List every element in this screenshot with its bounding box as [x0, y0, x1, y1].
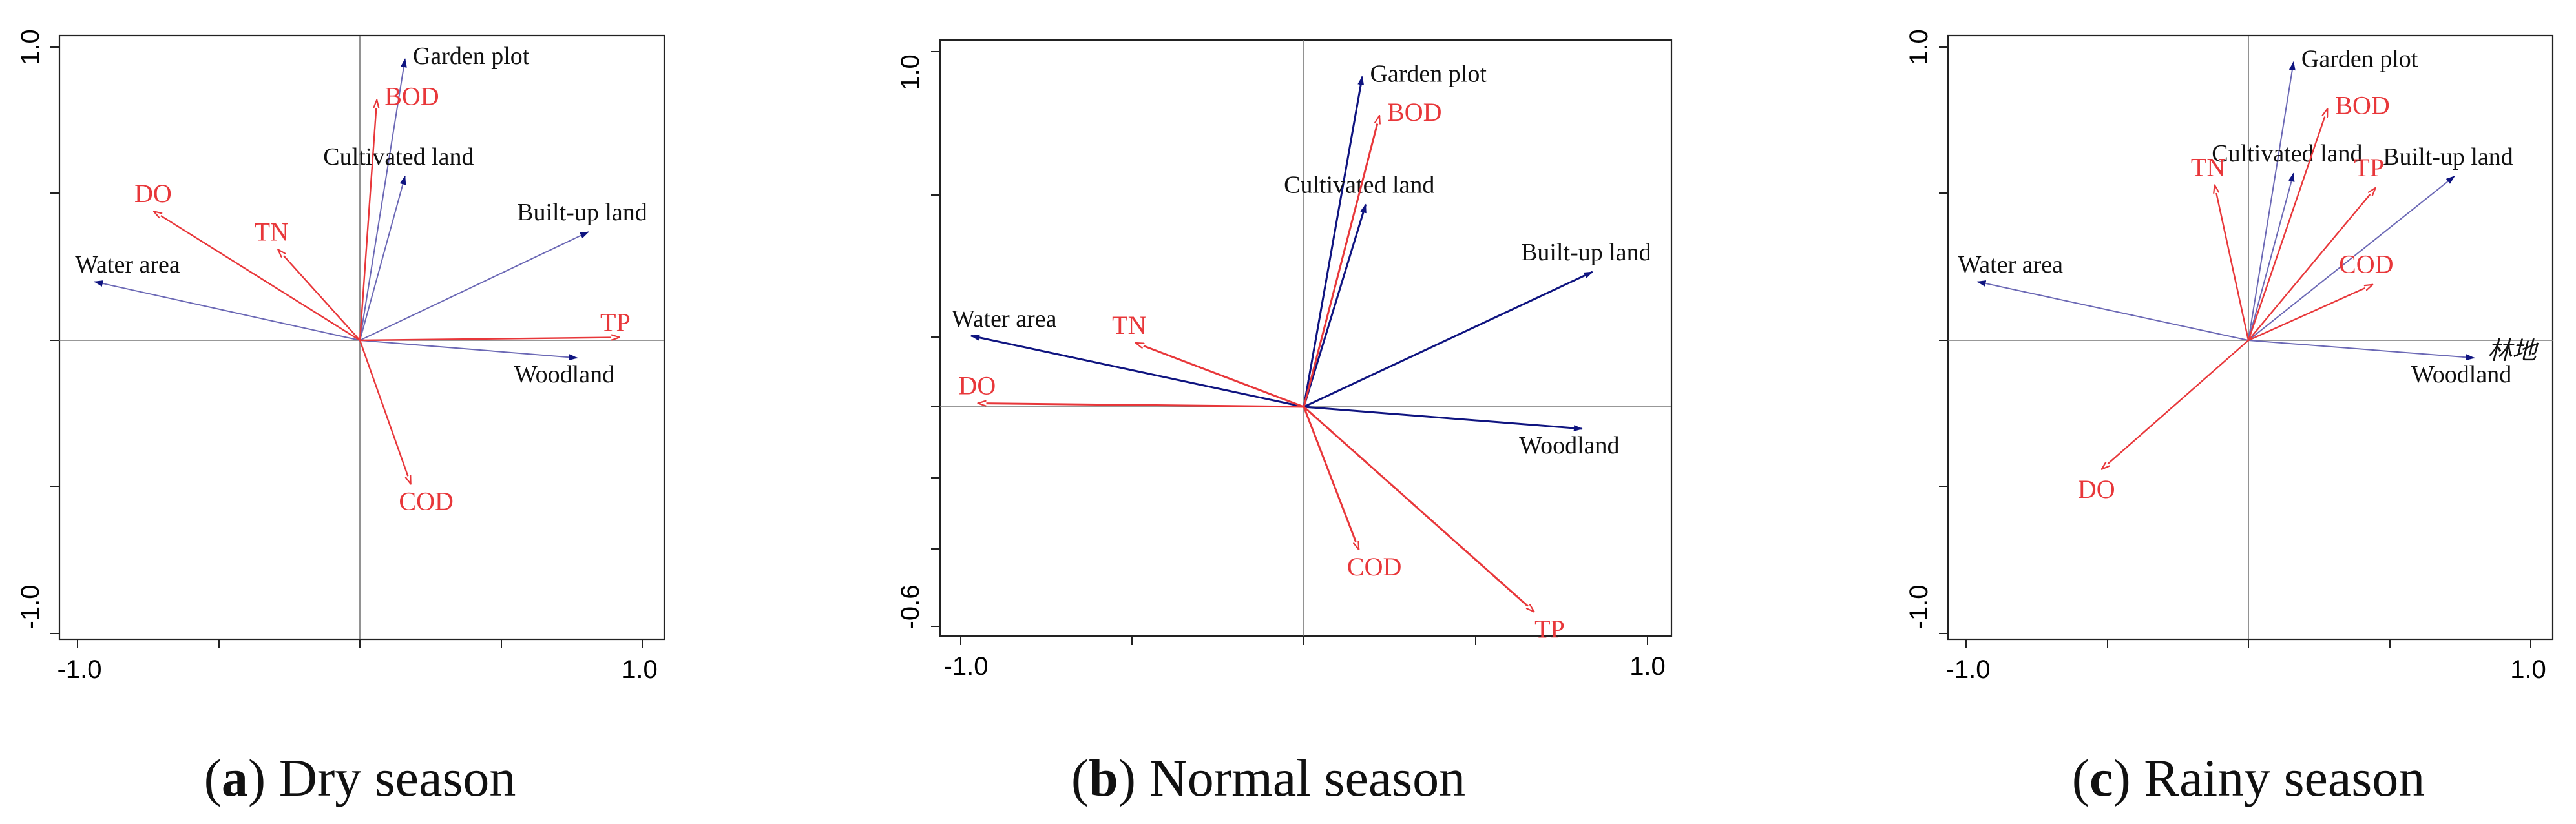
panel-a-vector-tp	[359, 337, 620, 342]
panel-c-label-bod: BOD	[2335, 90, 2389, 119]
panel-c-ticks	[1939, 46, 2531, 648]
panel-b-vector-built-up-land	[1303, 271, 1593, 408]
panel-b-label-bod: BOD	[1387, 98, 1441, 127]
panel-c-vector-garden-plot	[2248, 61, 2296, 341]
panel-a-label-woodland: Woodland	[514, 361, 614, 388]
panel-b-vector-woodland	[1303, 406, 1583, 431]
panel-b-zero-lines	[940, 40, 1671, 636]
panel-b-vector-tp	[1303, 406, 1534, 612]
panel-b-vector-cultivated-land	[1303, 203, 1367, 407]
panel-c-xtick-label-left: -1.0	[1946, 655, 1991, 684]
panel-a-vector-water-area	[94, 280, 361, 341]
panel-c-vector-tn	[2215, 185, 2250, 341]
panel-b-ytick-label-top: 1.0	[896, 54, 925, 90]
panel-a-vector-garden-plot	[359, 58, 407, 341]
panel-b-frame	[939, 39, 1673, 637]
panel-c-label-built-up-land: Built-up land	[2383, 143, 2513, 170]
panel-a-caption-text: Dry season	[279, 748, 516, 807]
panel-c-vector-tp	[2248, 188, 2376, 341]
panel-b-label-do: DO	[959, 371, 996, 400]
panel-b-ticks	[931, 51, 1648, 645]
panel-a-frame	[58, 34, 665, 641]
panel-c-label-water-area: Water area	[1958, 251, 2063, 278]
panel-c-vector-bod	[2247, 108, 2327, 341]
panel-c-vector-woodland	[2248, 340, 2475, 361]
panel-a-label-do: DO	[134, 179, 172, 208]
panel-b-vector-bod	[1303, 116, 1379, 407]
panel-a-vector-do	[154, 211, 361, 342]
panel-a-vector-woodland	[359, 340, 578, 361]
panel-a-ytick-label-bottom: -1.0	[16, 585, 45, 630]
panel-c-ytick-label-bottom: -1.0	[1905, 585, 1933, 630]
panel-a-label-bod: BOD	[384, 82, 439, 111]
panel-b-caption-text: Normal season	[1149, 748, 1466, 807]
panel-c-vector-water-area	[1976, 280, 2249, 341]
panel-a-caption: (a) Dry season	[204, 748, 516, 807]
panel-a-vector-cultivated-land	[359, 175, 406, 341]
panel-a-vector-tn	[278, 249, 361, 341]
panel-b-label-tn: TN	[1112, 311, 1146, 340]
panel-a-ticks	[50, 46, 643, 648]
panel-b-label-woodland: Woodland	[1519, 432, 1619, 459]
panel-b-label-cod: COD	[1347, 552, 1401, 581]
panel-a-vector-cod	[359, 340, 411, 484]
panel-c-vector-cod	[2248, 285, 2372, 342]
panel-a-label-garden-plot: Garden plot	[413, 43, 530, 70]
panel-a-label-cod: COD	[399, 486, 453, 515]
panel-c-label-tp: TP	[2354, 153, 2384, 182]
panel-b-xtick-label-right: 1.0	[1629, 652, 1666, 681]
panel-a-label-cultivated-land: Cultivated land	[323, 143, 474, 170]
panel-b-vector-water-area	[970, 334, 1304, 408]
panel-b-vector-cod	[1303, 406, 1360, 550]
panel-c-extra-label: 林地	[2487, 338, 2539, 365]
panel-a-vector-bod	[359, 100, 377, 341]
panel-c-label-tn: TN	[2191, 152, 2225, 181]
panel-c-vector-cultivated-land	[2248, 172, 2295, 341]
panel-a-label-tn: TN	[255, 217, 289, 246]
panel-b-caption-letter: b	[1089, 748, 1118, 807]
panel-c-ytick-label-top: 1.0	[1905, 29, 1933, 65]
panel-c-label-cod: COD	[2339, 250, 2393, 279]
panel-c-label-do: DO	[2078, 475, 2115, 504]
panel-b-xtick-label-left: -1.0	[944, 652, 989, 681]
panel-b-vector-do	[978, 404, 1304, 408]
panel-a: 1.0 -1.0 -1.0 1.0 Garden plot Cultivated …	[16, 29, 665, 807]
panel-c-label-garden-plot: Garden plot	[2301, 46, 2418, 73]
panel-b-ytick-label-bottom: -0.6	[896, 585, 925, 630]
panel-c-caption-text: Rainy season	[2144, 748, 2425, 807]
panel-c: 1.0 -1.0 -1.0 1.0 Garden plot Cultivated …	[1905, 29, 2554, 807]
panel-a-vector-built-up-land	[359, 231, 589, 341]
panel-b-label-water-area: Water area	[952, 305, 1057, 333]
panel-c-vector-built-up-land	[2248, 175, 2455, 341]
panel-c-label-cultivated-land: Cultivated land	[2212, 140, 2362, 167]
panel-c-xtick-label-right: 1.0	[2510, 655, 2546, 684]
panel-b-caption: (b) Normal season	[1071, 748, 1465, 807]
panel-a-ytick-label-top: 1.0	[16, 29, 45, 65]
panel-a-vectors: Garden plot Cultivated land Built-up land W…	[75, 43, 647, 515]
panel-c-caption-letter: c	[2089, 748, 2113, 807]
panel-b-label-tp: TP	[1534, 614, 1565, 643]
panel-c-caption: (c) Rainy season	[2072, 748, 2425, 807]
panel-a-caption-letter: a	[222, 748, 248, 807]
panel-a-xtick-label-right: 1.0	[622, 655, 658, 684]
panel-b-label-built-up-land: Built-up land	[1521, 239, 1651, 266]
panel-c-vector-do	[2102, 340, 2249, 469]
panel-b-label-garden-plot: Garden plot	[1370, 61, 1487, 88]
panel-a-label-tp: TP	[600, 307, 631, 336]
panel-b-vector-garden-plot	[1303, 76, 1365, 407]
panel-c-vectors: Garden plot Cultivated land Built-up land W…	[1958, 46, 2513, 504]
panel-a-label-water-area: Water area	[75, 251, 180, 278]
panel-b: 1.0 -0.6 -1.0 1.0 Garden plotCultivated …	[896, 39, 1673, 807]
panel-b-vector-tn	[1136, 342, 1304, 408]
panel-a-xtick-label-left: -1.0	[58, 655, 102, 684]
panel-a-label-built-up-land: Built-up land	[517, 199, 647, 226]
panel-c-frame	[1947, 34, 2554, 641]
panel-c-label-woodland: Woodland	[2411, 361, 2511, 388]
